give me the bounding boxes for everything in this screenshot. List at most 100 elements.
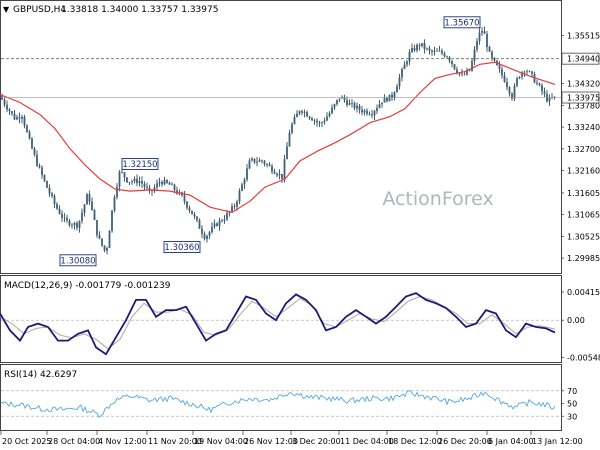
candle-body <box>153 187 156 192</box>
candle-body <box>306 112 308 117</box>
candle-body <box>528 71 531 73</box>
candle-body <box>378 104 381 109</box>
price-tick-label: 1.34320 <box>567 80 600 89</box>
candle-body <box>253 158 256 163</box>
candle-body <box>281 174 283 179</box>
rsi-tick-label: 30 <box>567 412 577 421</box>
candle-body <box>33 148 36 155</box>
candle-body <box>381 102 383 105</box>
candle-body <box>338 98 341 100</box>
candle-body <box>506 81 508 88</box>
candle-body <box>26 125 28 133</box>
candle-body <box>8 109 11 112</box>
candle-body <box>436 50 438 52</box>
candle-body <box>288 132 291 147</box>
candle-body <box>321 122 323 124</box>
candle-body <box>421 43 423 47</box>
triangle-icon: ▼ <box>3 5 10 14</box>
candle-body <box>221 220 223 222</box>
time-tick-label: 28 Oct 04:00 <box>48 437 100 446</box>
candle-body <box>61 213 63 218</box>
candle-body <box>243 179 246 185</box>
candle-body <box>316 120 318 123</box>
candle-body <box>276 173 278 176</box>
candle-body <box>156 183 158 188</box>
candle-body <box>233 206 236 208</box>
candle-body <box>446 56 448 58</box>
candle-body <box>106 247 108 251</box>
candle-body <box>121 171 123 173</box>
candle-body <box>423 43 426 49</box>
candle-body <box>236 201 238 207</box>
watermark: ActionForex <box>382 188 493 210</box>
candle-body <box>266 164 268 165</box>
candle-body <box>118 171 121 187</box>
candle-body <box>343 96 346 101</box>
candle-body <box>136 178 138 184</box>
time-tick-label: 26 Dec 20:00 <box>438 437 492 446</box>
candle-body <box>328 113 331 117</box>
level-price-box <box>561 52 600 65</box>
candle-body <box>463 74 466 76</box>
candle-body <box>13 113 16 120</box>
candle-body <box>308 116 311 119</box>
candle-body <box>6 104 8 110</box>
current-price-label: 1.33975 <box>567 94 600 103</box>
candle-body <box>346 100 348 105</box>
candle-body <box>126 177 128 183</box>
candle-body <box>326 116 328 121</box>
price-tick-label: 1.33780 <box>567 101 600 110</box>
candle-body <box>131 181 133 183</box>
ohlc-readout: 1.33818 1.34000 1.33757 1.33975 <box>61 5 218 15</box>
time-tick-label: 3 Dec 20:00 <box>292 437 341 446</box>
candle-body <box>438 50 441 52</box>
candle-body <box>491 51 493 58</box>
candle-body <box>488 46 491 52</box>
price-tick-label: 1.35515 <box>567 32 600 41</box>
candle-body <box>218 220 221 227</box>
moving-average-line <box>0 61 556 214</box>
annotation-box <box>443 16 481 29</box>
candle-body <box>298 111 301 114</box>
candle-body <box>386 97 388 102</box>
candle-body <box>201 228 203 234</box>
candle-body <box>478 32 481 42</box>
time-tick-label: 18 Dec 12:00 <box>388 437 442 446</box>
candle-body <box>543 91 546 94</box>
candle-body <box>486 33 488 47</box>
candle-body <box>523 71 526 73</box>
candle-body <box>453 64 456 70</box>
candle-body <box>223 219 226 221</box>
candle-body <box>456 69 458 73</box>
time-tick-label: 19 Nov 04:00 <box>194 437 248 446</box>
candle-body <box>348 103 351 105</box>
candle-body <box>291 123 293 133</box>
candle-body <box>293 117 296 124</box>
candle-body <box>23 116 26 126</box>
candle-body <box>536 82 538 84</box>
candle-body <box>261 160 263 162</box>
candle-body <box>283 159 286 179</box>
rsi-tick-label: 50 <box>567 400 577 409</box>
candle-body <box>56 204 58 209</box>
rsi-panel-frame <box>0 364 562 431</box>
candle-body <box>426 48 428 50</box>
candle-body <box>511 93 513 99</box>
candle-body <box>503 75 506 82</box>
candle-body <box>498 65 501 69</box>
moving-average <box>0 61 556 214</box>
candle-body <box>141 181 143 184</box>
candle-body <box>31 138 33 149</box>
candle-body <box>526 71 528 73</box>
candle-body <box>91 201 93 210</box>
candle-body <box>188 207 191 211</box>
candle-body <box>271 166 273 172</box>
candle-body <box>68 220 71 226</box>
candle-body <box>358 105 361 110</box>
candle-body <box>133 178 136 182</box>
candle-body <box>138 181 141 184</box>
candle-body <box>146 186 148 188</box>
candle-body <box>226 213 228 220</box>
candle-body <box>471 61 473 71</box>
